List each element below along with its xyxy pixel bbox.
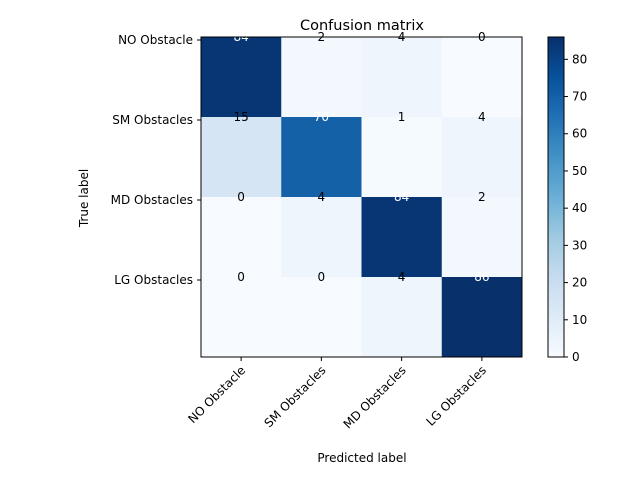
heatmap-cell	[281, 117, 362, 198]
heatmap-cell	[201, 117, 282, 198]
heatmap-cell	[441, 277, 523, 358]
colorbar-tick-label: 60	[572, 127, 587, 141]
heatmap-cell	[281, 37, 362, 118]
heatmap-cell	[441, 117, 523, 198]
colorbar-tick-label: 50	[572, 164, 587, 178]
heatmap-cells	[201, 37, 523, 358]
x-axis-ticks: NO Obstacle SM Obstacles MD Obstacles LG Ob…	[185, 357, 489, 431]
x-axis-label: Predicted label	[317, 451, 406, 465]
heatmap-cell-labels: 84 2 4 015 70 1 40 4 84 20 0 4 86	[233, 30, 489, 284]
colorbar-ticks: 0 10 20 30 40 50 60 70 80	[564, 52, 587, 364]
heatmap-cell	[201, 197, 282, 278]
colorbar	[547, 36, 565, 358]
y-tick-label: NO Obstacle	[118, 33, 193, 47]
heatmap-cell	[361, 277, 443, 358]
y-tick-label: SM Obstacles	[112, 113, 193, 127]
cell-value-label: 86	[474, 270, 489, 284]
cell-value-label: 0	[237, 270, 245, 284]
colorbar-tick-label: 80	[572, 52, 587, 66]
x-tick-label: LG Obstacles	[423, 363, 489, 429]
cell-value-label: 1	[398, 110, 406, 124]
cell-value-label: 15	[233, 110, 248, 124]
heatmap-cell	[441, 37, 523, 118]
cell-value-label: 4	[318, 190, 326, 204]
colorbar-tick-label: 30	[572, 238, 587, 252]
y-tick-label: MD Obstacles	[111, 193, 193, 207]
cell-value-label: 0	[237, 190, 245, 204]
heatmap-cell	[281, 277, 362, 358]
colorbar-tick-label: 40	[572, 201, 587, 215]
y-axis-ticks: NO Obstacle SM Obstacles MD Obstacles LG Ob…	[111, 33, 201, 287]
colorbar-tick-label: 20	[572, 276, 587, 290]
x-tick-label: MD Obstacles	[341, 363, 409, 431]
heatmap-cell	[361, 117, 443, 198]
heatmap-cell	[361, 37, 443, 118]
cell-value-label: 2	[478, 190, 486, 204]
colorbar-tick-label: 10	[572, 313, 587, 327]
chart-title: Confusion matrix	[300, 18, 424, 34]
y-axis-label: True label	[77, 169, 91, 228]
cell-value-label: 4	[398, 270, 406, 284]
colorbar-tick-label: 70	[572, 90, 587, 104]
heatmap-cell	[281, 197, 362, 278]
colorbar-tick-label: 0	[572, 350, 580, 364]
y-tick-label: LG Obstacles	[114, 273, 193, 287]
heatmap-cell	[441, 197, 523, 278]
heatmap-cell	[201, 277, 282, 358]
cell-value-label: 70	[314, 110, 329, 124]
cell-value-label: 84	[394, 190, 409, 204]
cell-value-label: 4	[478, 110, 486, 124]
plot-frame	[200, 36, 523, 358]
x-tick-label: SM Obstacles	[262, 363, 329, 430]
cell-value-label: 0	[318, 270, 326, 284]
heatmap-cell	[361, 197, 443, 278]
x-tick-label: NO Obstacle	[185, 363, 248, 426]
heatmap-cell	[201, 37, 282, 118]
